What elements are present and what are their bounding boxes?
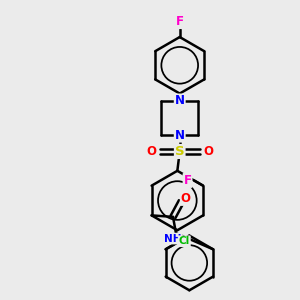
Text: Cl: Cl <box>179 236 190 246</box>
Text: N: N <box>175 129 185 142</box>
Text: F: F <box>176 15 184 28</box>
Text: S: S <box>175 145 184 158</box>
Text: O: O <box>181 192 191 205</box>
Text: F: F <box>184 174 191 187</box>
Text: O: O <box>203 145 213 158</box>
Text: O: O <box>146 145 156 158</box>
Text: N: N <box>175 94 185 107</box>
Text: NH: NH <box>164 234 182 244</box>
